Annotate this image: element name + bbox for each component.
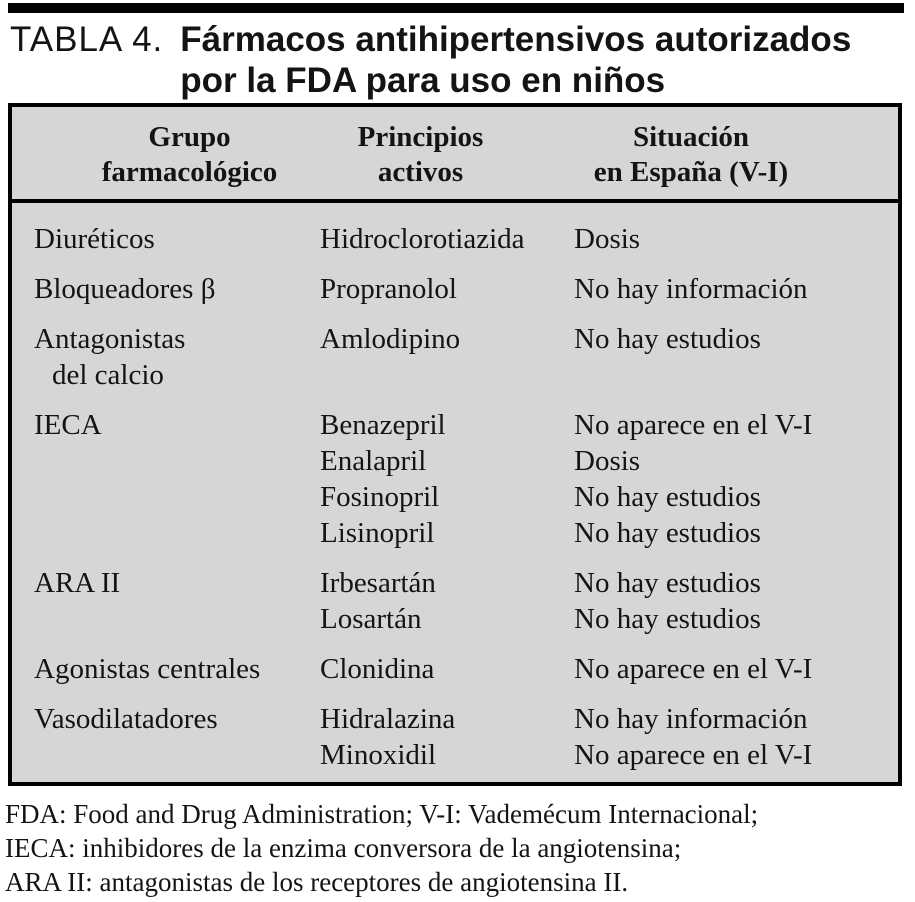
header-line: Situación (632, 121, 750, 153)
data-table: Grupo farmacológico Principios activos S… (8, 103, 902, 786)
drug-name: Enalapril (320, 444, 427, 477)
header-line: Grupo (148, 121, 231, 153)
header-line: en España (V-I) (593, 156, 789, 188)
table-row-antagonistas-del-calcio: Antagonistas del calcio Amlodipino No ha… (12, 321, 898, 393)
header-line: activos (377, 156, 464, 188)
group-name: Diuréticos (34, 222, 155, 255)
group-name: Antagonistas (34, 322, 186, 355)
top-rule (8, 3, 904, 13)
table-caption: TABLA 4. Fármacos antihipertensivos auto… (10, 19, 851, 101)
table-row-bloqueadores-beta: Bloqueadores β Propranolol No hay inform… (12, 271, 898, 307)
drug-name: Clonidina (320, 652, 435, 685)
status-value: No aparece en el V-I (574, 408, 813, 441)
table-row-ara-ii: ARA II Irbesartán Losartán No hay estudi… (12, 565, 898, 637)
column-header-principios-activos: Principios activos (312, 120, 564, 190)
footnote-fda: FDA: Food and Drug Administration; V-I: … (5, 799, 759, 829)
drug-name: Lisinopril (320, 516, 435, 549)
status-value: Dosis (574, 222, 641, 255)
table-body: Diuréticos Hidroclorotiazida Dosis Bloqu… (12, 203, 898, 773)
drug-name: Propranolol (320, 272, 457, 305)
group-name: ARA II (34, 566, 121, 599)
status-value: No hay información (574, 702, 808, 735)
group-name: Bloqueadores β (34, 272, 216, 305)
drug-name: Fosinopril (320, 480, 440, 513)
drug-name: Benazepril (320, 408, 446, 441)
status-value: No hay estudios (574, 602, 761, 635)
table-title: Fármacos antihipertensivos autorizados p… (180, 19, 851, 101)
status-value: Dosis (574, 444, 641, 477)
footnote-ara-ii: ARA II: antagonistas de los receptores d… (5, 867, 629, 897)
status-value: No hay estudios (574, 516, 761, 549)
group-name: Vasodilatadores (34, 702, 218, 735)
status-value: No hay información (574, 272, 808, 305)
table-footnotes: FDA: Food and Drug Administration; V-I: … (5, 797, 758, 899)
status-value: No hay estudios (574, 566, 761, 599)
table-header-row: Grupo farmacológico Principios activos S… (12, 107, 898, 203)
drug-name: Amlodipino (320, 322, 461, 355)
header-line: Principios (357, 121, 484, 153)
header-line: farmacológico (101, 156, 278, 188)
group-name: Agonistas centrales (34, 652, 261, 685)
status-value: No aparece en el V-I (574, 738, 813, 771)
status-value: No hay estudios (574, 480, 761, 513)
table-row-agonistas-centrales: Agonistas centrales Clonidina No aparece… (12, 651, 898, 687)
column-header-situacion-espana: Situación en España (V-I) (564, 120, 898, 190)
footnote-ieca: IECA: inhibidores de la enzima conversor… (5, 833, 682, 863)
drug-name: Losartán (320, 602, 422, 635)
table-row-ieca: IECA Benazepril Enalapril Fosinopril Lis… (12, 407, 898, 551)
table-number-label: TABLA 4. (10, 20, 164, 59)
column-header-grupo-farmacologico: Grupo farmacológico (12, 120, 312, 190)
status-value: No aparece en el V-I (574, 652, 813, 685)
group-name-continued: del calcio (52, 358, 164, 391)
group-name: IECA (34, 408, 102, 441)
drug-name: Irbesartán (320, 566, 436, 599)
drug-name: Hidroclorotiazida (320, 222, 525, 255)
table-title-line1: Fármacos antihipertensivos autorizados (180, 20, 852, 59)
table-title-line2: por la FDA para uso en niños (180, 61, 666, 100)
drug-name: Hidralazina (320, 702, 456, 735)
status-value: No hay estudios (574, 322, 761, 355)
drug-name: Minoxidil (320, 738, 437, 771)
table-row-diureticos: Diuréticos Hidroclorotiazida Dosis (12, 221, 898, 257)
table-row-vasodilatadores: Vasodilatadores Hidralazina Minoxidil No… (12, 701, 898, 773)
